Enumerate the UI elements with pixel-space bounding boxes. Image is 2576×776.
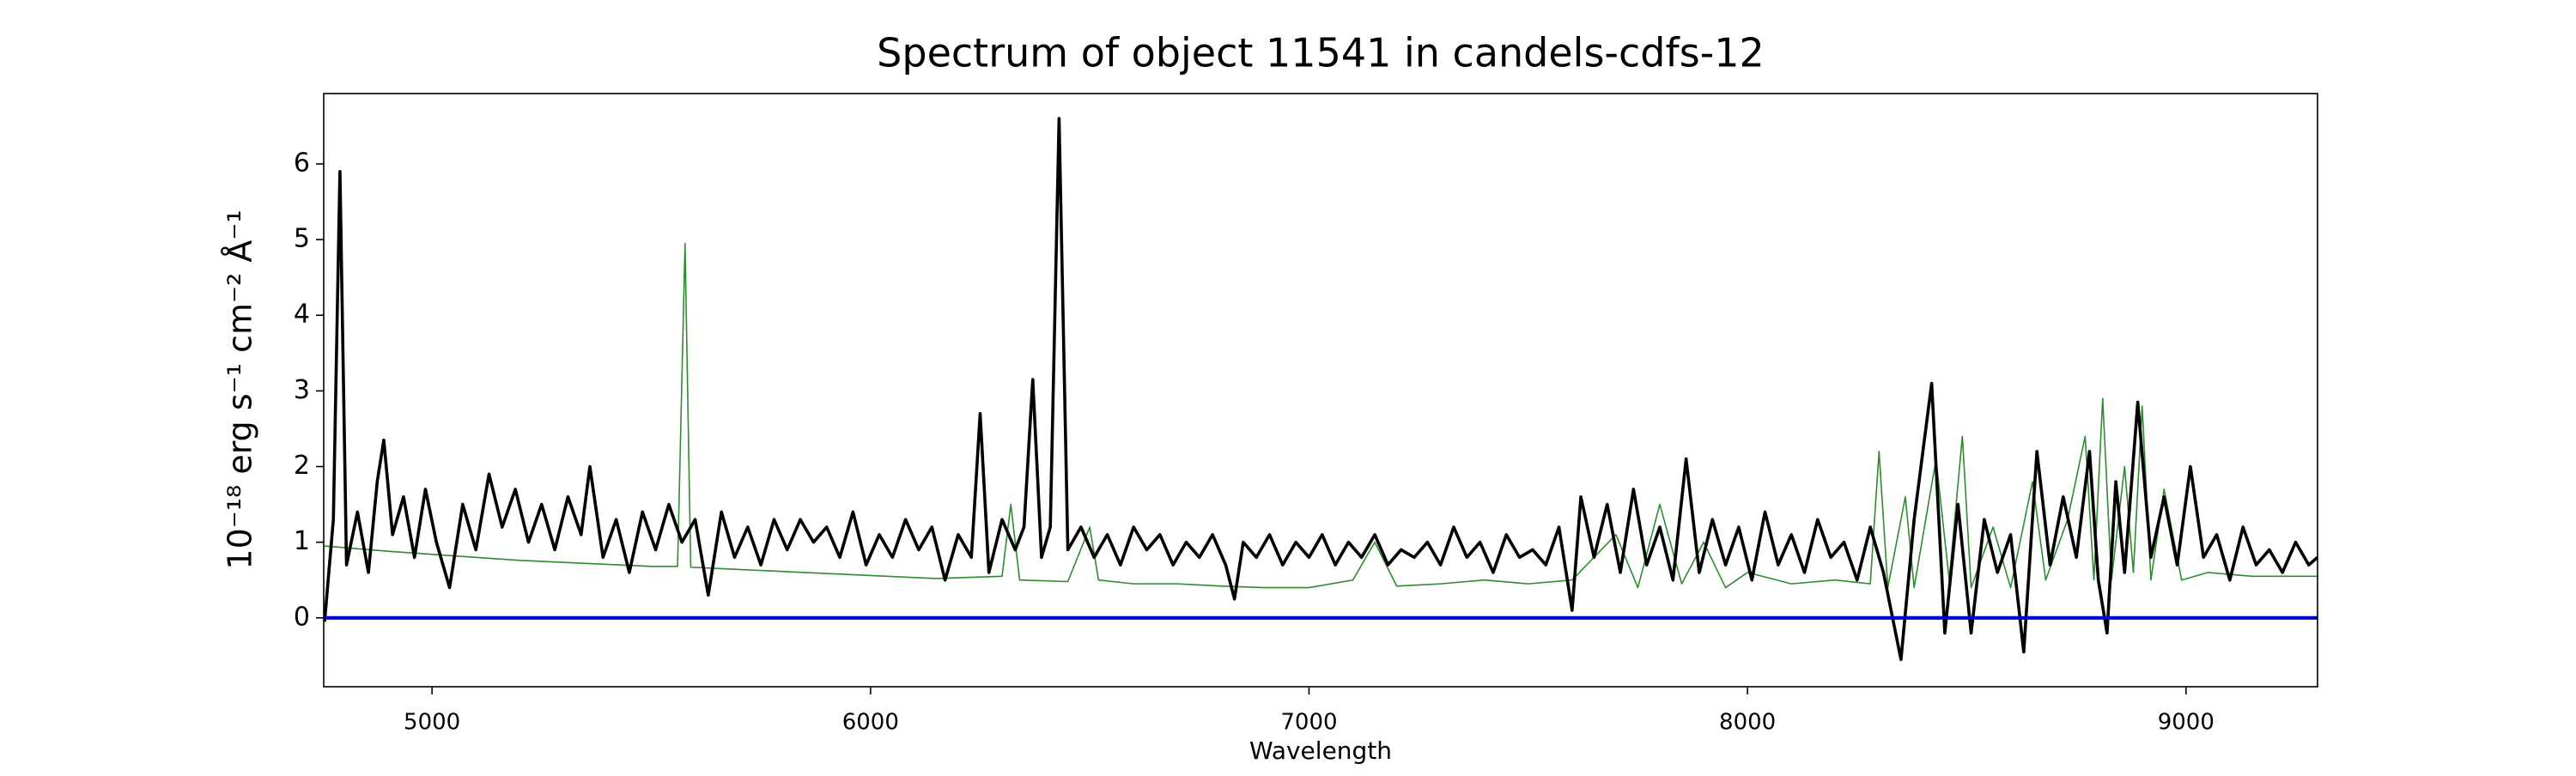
spectrum-line <box>324 242 2318 589</box>
y-tick-label: 4 <box>294 300 310 330</box>
y-axis-label: 10⁻¹⁸ erg s⁻¹ cm⁻² Å⁻¹ <box>222 209 259 569</box>
plot-frame <box>323 93 2318 688</box>
chart-title: Spectrum of object 11541 in candels-cdfs… <box>877 30 1765 76</box>
y-tick-label: 0 <box>294 602 310 632</box>
x-tick-label: 8000 <box>1719 710 1776 736</box>
y-tick-label: 3 <box>294 375 310 405</box>
x-tick-label: 6000 <box>842 710 899 736</box>
plot-area <box>324 117 2318 662</box>
x-tick-label: 7000 <box>1280 710 1337 736</box>
x-tick-label: 5000 <box>404 710 460 736</box>
y-tick-label: 1 <box>294 526 310 556</box>
y-tick-label: 5 <box>294 224 310 254</box>
y-tick-label: 6 <box>294 148 310 178</box>
spectrum-line <box>324 117 2318 662</box>
x-tick-label: 9000 <box>2158 710 2215 736</box>
x-axis-label: Wavelength <box>1249 737 1392 765</box>
y-tick-label: 2 <box>294 451 310 481</box>
